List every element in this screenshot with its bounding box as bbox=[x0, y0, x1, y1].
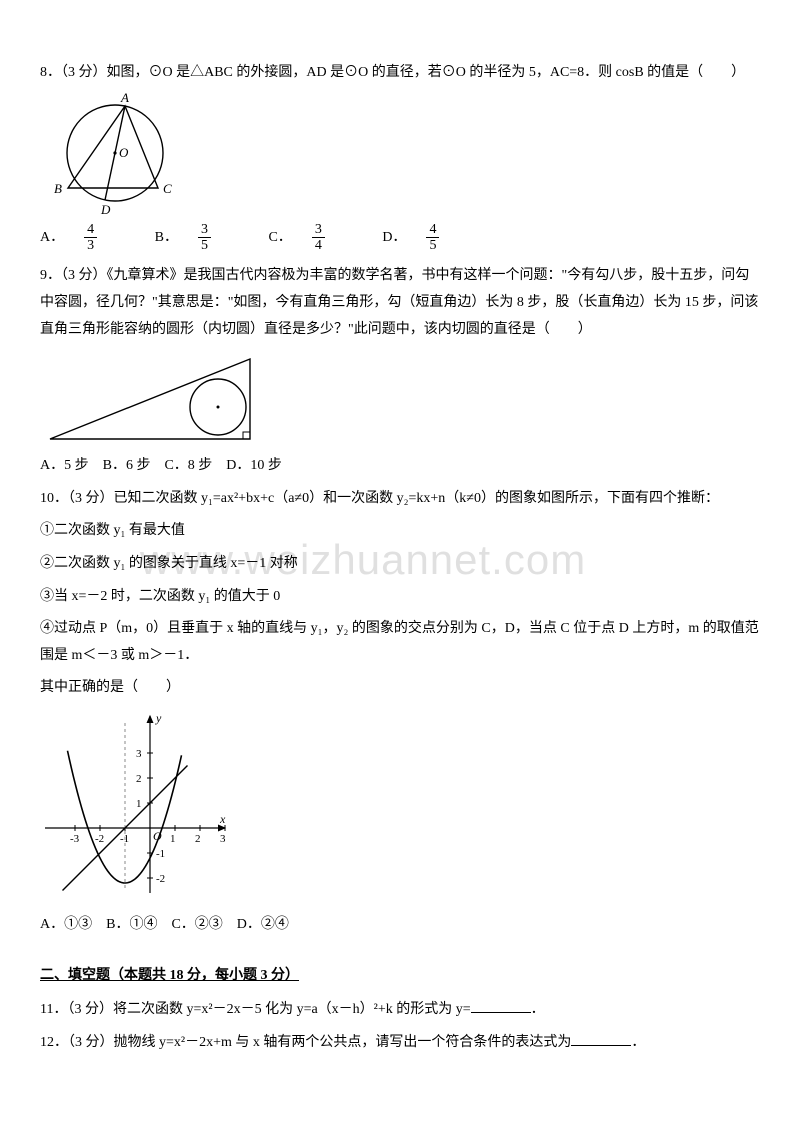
svg-text:A: A bbox=[120, 93, 129, 105]
section2-title: 二、填空题（本题共 18 分，每小题 3 分） bbox=[40, 963, 760, 990]
q9-options: A．5 步 B．6 步 C．8 步 D．10 步 bbox=[40, 453, 760, 480]
q8-options: A．43 B．35 C．34 D．45 bbox=[40, 222, 760, 254]
q10-l2: ②二次函数 y₁ 的图象关于直线 x=－1 对称 bbox=[40, 551, 760, 578]
svg-text:-3: -3 bbox=[70, 833, 80, 845]
svg-text:x: x bbox=[219, 812, 226, 826]
q10-l1: ①二次函数 y₁ 有最大值 bbox=[40, 518, 760, 545]
q11-blank bbox=[471, 998, 531, 1013]
q9-figure bbox=[40, 349, 270, 449]
svg-text:3: 3 bbox=[220, 833, 226, 845]
q8-figure: A B C D O bbox=[40, 93, 200, 218]
svg-text:3: 3 bbox=[136, 748, 142, 760]
svg-text:D: D bbox=[100, 202, 111, 217]
svg-text:-2: -2 bbox=[95, 833, 104, 845]
q10-l5: 其中正确的是（ ） bbox=[40, 675, 760, 702]
q8-text: 8．（3 分）如图，⊙O 是△ABC 的外接圆，AD 是⊙O 的直径，若⊙O 的… bbox=[40, 60, 760, 87]
q10-l3: ③当 x=－2 时，二次函数 y₁ 的值大于 0 bbox=[40, 584, 760, 611]
svg-text:B: B bbox=[54, 181, 62, 196]
svg-text:C: C bbox=[163, 181, 172, 196]
q12: 12．（3 分）抛物线 y=x²－2x+m 与 x 轴有两个公共点，请写出一个符… bbox=[40, 1030, 760, 1057]
q8-optA: A．43 bbox=[40, 230, 133, 245]
svg-text:2: 2 bbox=[195, 833, 201, 845]
svg-text:1: 1 bbox=[170, 833, 176, 845]
q10-l4: ④过动点 P（m，0）且垂直于 x 轴的直线与 y₁，y₂ 的图象的交点分别为 … bbox=[40, 616, 760, 669]
svg-text:-1: -1 bbox=[156, 848, 165, 860]
q8-optC: C．34 bbox=[268, 230, 360, 245]
q10-options: A．①③ B．①④ C．②③ D．②④ bbox=[40, 912, 760, 939]
svg-text:2: 2 bbox=[136, 773, 142, 785]
q8-optB: B．35 bbox=[155, 230, 247, 245]
q12-blank bbox=[571, 1031, 631, 1046]
svg-text:y: y bbox=[155, 711, 162, 725]
q9-text: 9．（3 分）《九章算术》是我国古代内容极为丰富的数学名著，书中有这样一个问题：… bbox=[40, 263, 760, 343]
q8-optD: D．45 bbox=[382, 230, 475, 245]
q10-figure: xyO-3-2-1123123-1-2 bbox=[40, 708, 240, 908]
q11: 11．（3 分）将二次函数 y=x²－2x－5 化为 y=a（x－h）²+k 的… bbox=[40, 997, 760, 1024]
q10-text: 10．（3 分）已知二次函数 y₁=ax²+bx+c（a≠0）和一次函数 y₂=… bbox=[40, 486, 760, 513]
svg-text:-2: -2 bbox=[156, 873, 165, 885]
svg-text:1: 1 bbox=[136, 798, 142, 810]
svg-text:O: O bbox=[119, 145, 129, 160]
